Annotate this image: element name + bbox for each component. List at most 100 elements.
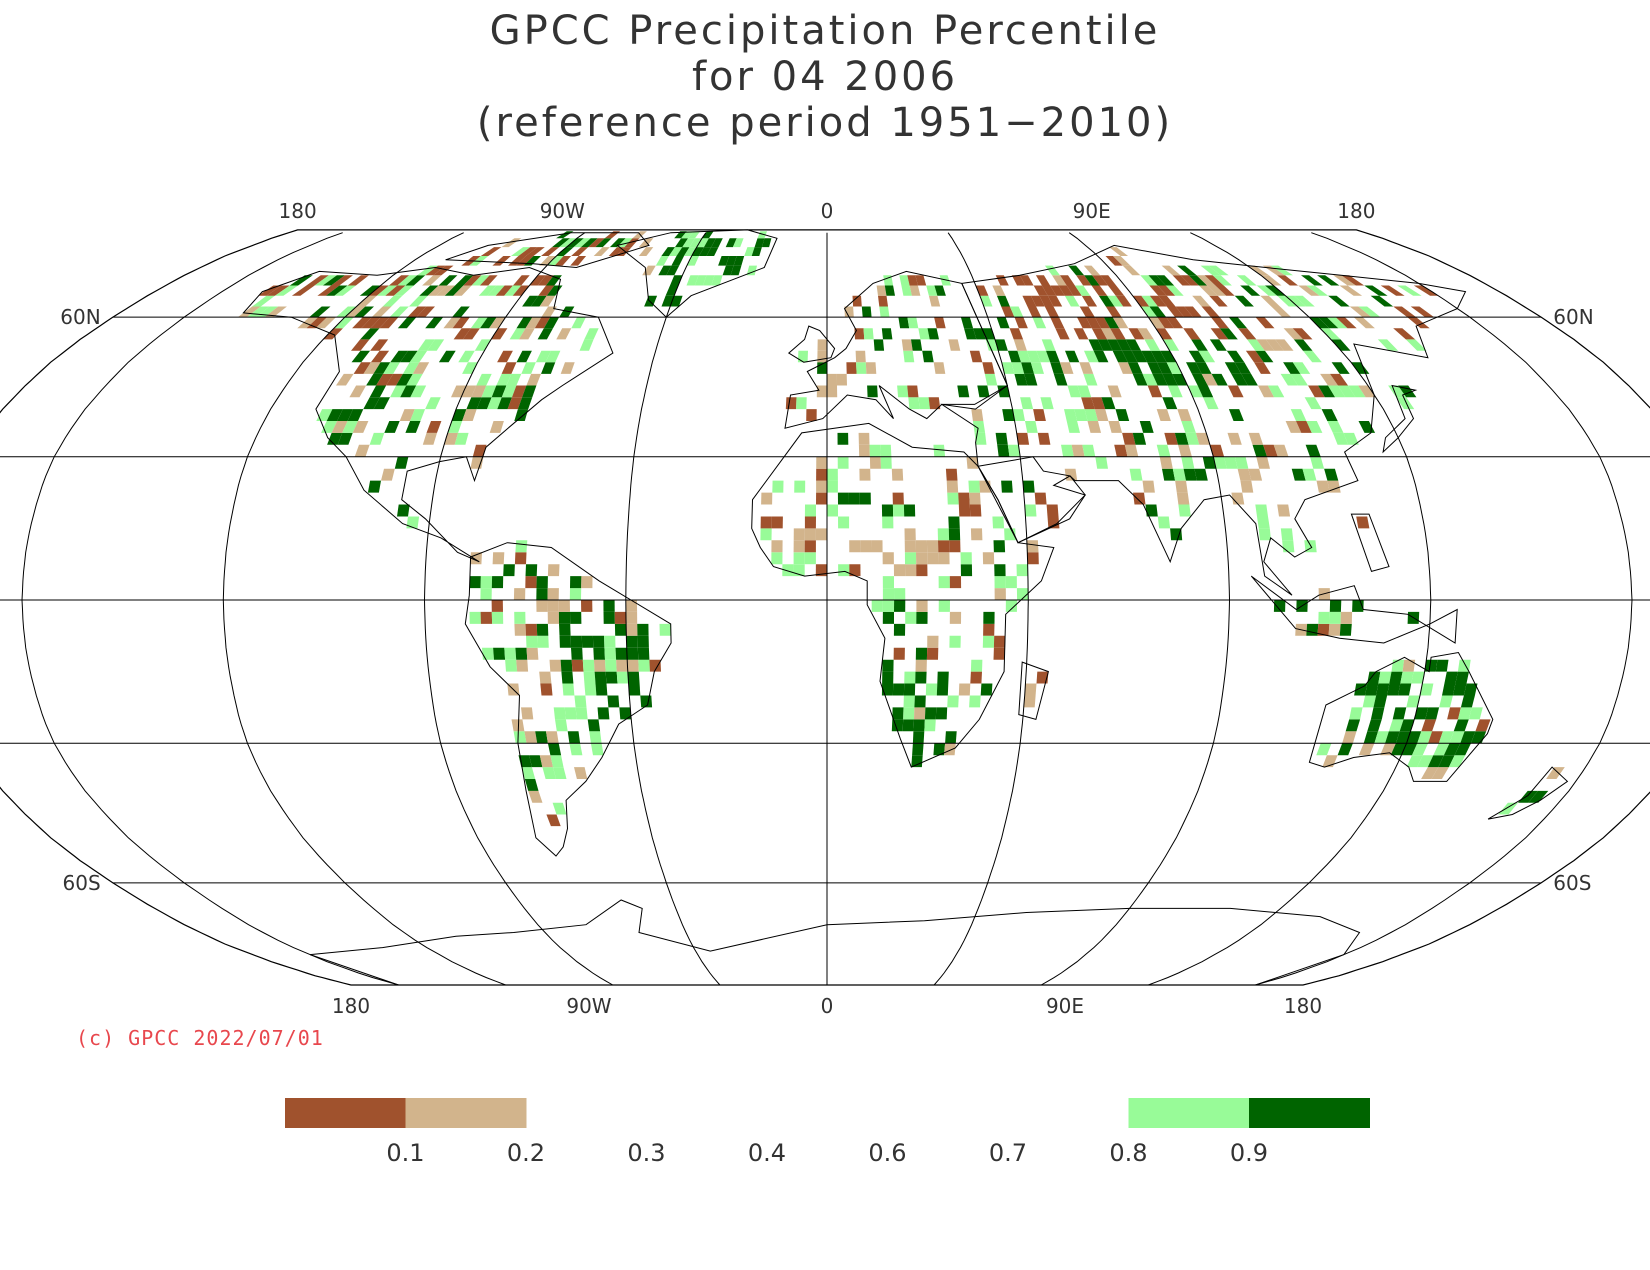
percentile-cell bbox=[1258, 528, 1271, 541]
percentile-cell bbox=[570, 256, 587, 266]
percentile-cell bbox=[771, 552, 783, 565]
percentile-cell bbox=[915, 647, 928, 660]
percentile-cell bbox=[1177, 265, 1197, 276]
percentile-cell bbox=[427, 339, 445, 351]
percentile-cell bbox=[844, 306, 854, 318]
percentile-cell bbox=[595, 238, 612, 248]
percentile-cell bbox=[462, 409, 477, 421]
percentile-cell bbox=[785, 397, 797, 410]
percentile-cell bbox=[1234, 362, 1252, 374]
percentile-cell bbox=[546, 814, 561, 827]
graticule-labels: 18090W090E18018090W090E18060N30NEQ30S60S… bbox=[60, 199, 1593, 1018]
percentile-cell bbox=[1039, 295, 1054, 307]
percentile-cell bbox=[1290, 373, 1308, 386]
percentile-cell bbox=[893, 564, 906, 577]
percentile-cell bbox=[649, 659, 661, 672]
percentile-cell bbox=[1198, 350, 1216, 363]
percentile-cell bbox=[1283, 362, 1301, 374]
percentile-cell bbox=[1166, 362, 1182, 374]
percentile-cell bbox=[1370, 707, 1385, 720]
percentile-cell bbox=[1141, 295, 1158, 307]
percentile-cell bbox=[363, 397, 380, 410]
percentile-cell bbox=[386, 373, 403, 386]
percentile-cell bbox=[876, 285, 887, 296]
percentile-cell bbox=[1149, 285, 1167, 296]
percentile-cell bbox=[1227, 385, 1244, 398]
percentile-cell bbox=[366, 373, 384, 386]
percentile-cell bbox=[547, 743, 562, 756]
percentile-cell bbox=[1023, 695, 1036, 708]
percentile-cell bbox=[882, 600, 895, 612]
percentile-cell bbox=[603, 600, 615, 612]
percentile-cell bbox=[1141, 350, 1157, 363]
percentile-cell bbox=[908, 397, 920, 410]
percentile-cell bbox=[370, 317, 390, 329]
percentile-cell bbox=[436, 285, 456, 296]
percentile-cell bbox=[948, 516, 960, 529]
percentile-cell bbox=[1014, 373, 1028, 386]
percentile-cell bbox=[369, 432, 385, 445]
percentile-cell bbox=[1388, 385, 1407, 398]
percentile-cell bbox=[559, 238, 577, 248]
percentile-cell bbox=[526, 635, 538, 648]
percentile-cell bbox=[1399, 719, 1415, 732]
percentile-cell bbox=[1077, 317, 1092, 329]
percentile-cell bbox=[1330, 373, 1348, 386]
percentile-cell bbox=[491, 600, 503, 612]
percentile-cell bbox=[915, 275, 927, 286]
percentile-cell bbox=[903, 504, 916, 517]
percentile-cell bbox=[1161, 265, 1181, 276]
percentile-cell bbox=[397, 317, 417, 329]
coastline-australia bbox=[1308, 651, 1494, 782]
percentile-cell bbox=[1165, 285, 1184, 296]
percentile-cell bbox=[1391, 659, 1405, 672]
percentile-cell bbox=[1005, 576, 1017, 589]
percentile-cell bbox=[1194, 468, 1208, 481]
percentile-cell bbox=[706, 247, 719, 256]
percentile-cell bbox=[960, 552, 972, 565]
percentile-cell bbox=[1195, 432, 1210, 445]
percentile-cell bbox=[837, 432, 849, 445]
percentile-cell bbox=[948, 528, 961, 541]
percentile-cell bbox=[409, 350, 428, 363]
percentile-cell bbox=[553, 767, 567, 779]
percentile-cell bbox=[547, 564, 560, 577]
percentile-cell bbox=[1331, 362, 1350, 374]
percentile-cell bbox=[1276, 275, 1299, 286]
percentile-cell bbox=[1095, 456, 1108, 469]
percentile-cell bbox=[584, 683, 597, 696]
percentile-cell bbox=[974, 432, 987, 445]
percentile-cell bbox=[661, 247, 675, 256]
percentile-cell bbox=[1303, 350, 1322, 363]
lat-label-left: 60S bbox=[63, 871, 101, 895]
percentile-cell bbox=[491, 611, 504, 624]
percentile-cell bbox=[1358, 421, 1376, 433]
percentile-cell bbox=[997, 385, 1010, 398]
percentile-cell bbox=[536, 623, 549, 636]
percentile-cell bbox=[1118, 362, 1133, 374]
percentile-cell bbox=[1439, 695, 1453, 708]
percentile-cell bbox=[516, 659, 529, 672]
percentile-cell bbox=[1157, 317, 1174, 329]
percentile-cell bbox=[496, 373, 512, 386]
percentile-cell bbox=[480, 588, 492, 600]
percentile-cell bbox=[1414, 707, 1429, 720]
percentile-cell bbox=[400, 385, 417, 398]
percentile-cell bbox=[1178, 444, 1192, 457]
percentile-cell bbox=[463, 275, 482, 286]
percentile-cell bbox=[1327, 480, 1341, 493]
percentile-cell bbox=[1160, 350, 1177, 363]
lon-label-top: 90E bbox=[1073, 199, 1111, 223]
percentile-cell bbox=[1208, 265, 1229, 276]
percentile-cell bbox=[1065, 350, 1080, 363]
percentile-cell bbox=[559, 306, 575, 318]
coastline-philippines bbox=[1350, 513, 1390, 573]
percentile-cell bbox=[266, 285, 290, 296]
percentile-cell bbox=[619, 707, 632, 720]
percentile-cell bbox=[880, 456, 892, 469]
percentile-cell bbox=[425, 265, 446, 276]
percentile-cell bbox=[1175, 306, 1194, 318]
coastline-antarctica bbox=[309, 899, 1361, 986]
percentile-cell bbox=[506, 373, 522, 386]
percentile-cell bbox=[927, 552, 939, 565]
